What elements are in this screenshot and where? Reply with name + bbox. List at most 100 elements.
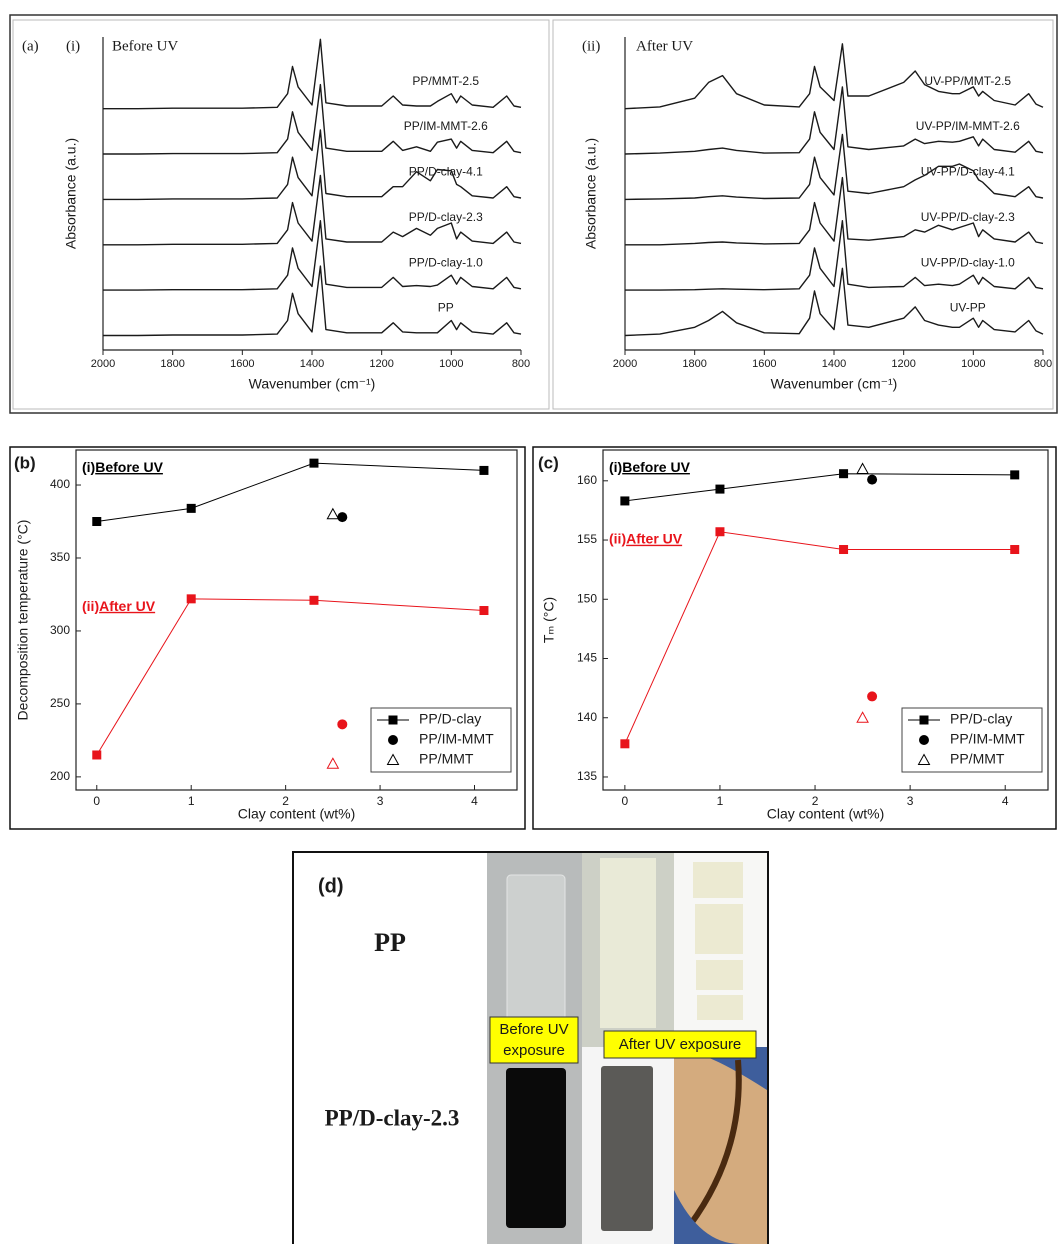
spectrum: [103, 83, 522, 155]
panel-d: (d) PP PP/D-clay-2.3 Before UV exposure …: [292, 851, 769, 1244]
photo-sample: [600, 858, 656, 1028]
marker-square: [186, 594, 196, 604]
x-tick-label: 1200: [369, 358, 393, 370]
marker-circle: [919, 735, 929, 745]
subpanel-title: Before UV: [112, 38, 178, 54]
x-tick-label: 1000: [439, 358, 463, 370]
panel-label: (d): [318, 875, 344, 897]
spectrum: [624, 43, 1044, 110]
x-tick-label: 1: [188, 794, 195, 808]
series-line: [96, 462, 484, 522]
label-box: [603, 1030, 757, 1059]
panel-b-frame: [9, 446, 526, 830]
x-tick-label: 1800: [682, 358, 706, 370]
marker-circle: [867, 691, 878, 702]
row-label: PP: [374, 928, 406, 957]
marker-square: [839, 545, 849, 555]
photo-glove: [674, 1190, 740, 1244]
y-tick-label: 145: [577, 651, 597, 665]
subpanel-label: (ii): [582, 38, 600, 54]
x-tick-label: 4: [471, 794, 478, 808]
marker-circle: [388, 735, 398, 745]
y-axis-label: Absorbance (a.u.): [583, 138, 599, 249]
panel-d-frame: [292, 851, 769, 1244]
photo-sample: [687, 1059, 742, 1227]
marker-square: [309, 595, 319, 605]
condition-name: After UV: [626, 530, 683, 546]
spectrum: [103, 265, 522, 337]
series-label: PP/IM-MMT-2.6: [404, 119, 488, 133]
spectrum: [103, 220, 522, 291]
marker-circle: [867, 474, 878, 485]
x-tick-label: 1200: [891, 358, 915, 370]
x-tick-label: 0: [93, 794, 100, 808]
x-tick-label: 4: [1002, 794, 1009, 808]
marker-square: [620, 739, 630, 749]
marker-square: [919, 715, 929, 725]
y-tick-label: 160: [577, 473, 597, 487]
series-label: UV-PP/D-clay-4.1: [921, 165, 1015, 179]
series-label: PP/MMT-2.5: [412, 74, 479, 88]
photo-sample: [601, 1066, 653, 1231]
marker-triangle: [856, 711, 869, 723]
series-label: PP/D-clay-2.3: [409, 210, 483, 224]
row-label: PP/D-clay-2.3: [325, 1105, 460, 1130]
subpanel-title: After UV: [636, 38, 693, 54]
x-tick-label: 2000: [613, 358, 637, 370]
condition-label: (ii)After UV: [82, 598, 156, 614]
x-tick-label: 1600: [752, 358, 776, 370]
y-tick-label: 150: [577, 591, 597, 605]
x-axis-label: Wavenumber (cm⁻¹): [249, 376, 376, 392]
marker-square: [388, 715, 398, 725]
x-axis-label: Clay content (wt%): [238, 806, 355, 822]
marker-triangle: [326, 507, 340, 520]
condition-prefix: (ii): [82, 598, 99, 614]
condition-prefix: (i): [609, 459, 622, 475]
photo-sample: [695, 904, 743, 954]
marker-triangle: [856, 462, 869, 474]
series-line: [624, 531, 1015, 745]
exposure-label: exposure: [503, 1042, 565, 1059]
panel-label: (c): [538, 453, 559, 472]
series-label: PP: [438, 301, 454, 315]
marker-triangle: [917, 753, 931, 765]
y-tick-label: 300: [50, 623, 70, 637]
photo-sample: [506, 1068, 566, 1228]
plot-frame: [602, 449, 1049, 791]
marker-square: [1010, 545, 1020, 555]
x-tick-label: 3: [377, 794, 384, 808]
y-tick-label: 350: [50, 550, 70, 564]
series-line: [624, 473, 1015, 502]
photo-sample: [697, 995, 743, 1020]
x-tick-label: 0: [622, 794, 629, 808]
marker-square: [715, 484, 725, 494]
y-axis-label: Tₘ (°C): [541, 597, 557, 643]
series-label: UV-PP/D-clay-1.0: [921, 255, 1015, 269]
x-tick-label: 2000: [91, 358, 115, 370]
legend-label: PP/IM-MMT: [419, 731, 494, 747]
condition-prefix: (i): [82, 459, 95, 475]
photo-sample: [696, 960, 743, 990]
spectrum: [103, 174, 522, 246]
panel-label: (b): [14, 453, 36, 472]
condition-label: (i)Before UV: [82, 459, 164, 475]
x-tick-label: 800: [512, 358, 530, 370]
legend-label: PP/IM-MMT: [950, 731, 1025, 747]
y-axis-label: Decomposition temperature (°C): [15, 520, 31, 721]
spectrum: [103, 129, 522, 201]
x-axis-label: Wavenumber (cm⁻¹): [771, 376, 898, 392]
x-tick-label: 1800: [160, 358, 184, 370]
x-tick-label: 2: [282, 794, 289, 808]
exposure-label: After UV exposure: [619, 1036, 742, 1053]
x-tick-label: 800: [1034, 358, 1052, 370]
x-tick-label: 1400: [822, 358, 846, 370]
condition-name: Before UV: [95, 459, 163, 475]
series-label: PP/D-clay-4.1: [409, 165, 483, 179]
y-tick-label: 155: [577, 532, 597, 546]
photo-sample: [693, 862, 743, 898]
marker-triangle: [386, 753, 400, 765]
plot-frame: [75, 449, 518, 791]
series-label: UV-PP/MMT-2.5: [924, 74, 1011, 88]
x-axis-label: Clay content (wt%): [767, 806, 884, 822]
